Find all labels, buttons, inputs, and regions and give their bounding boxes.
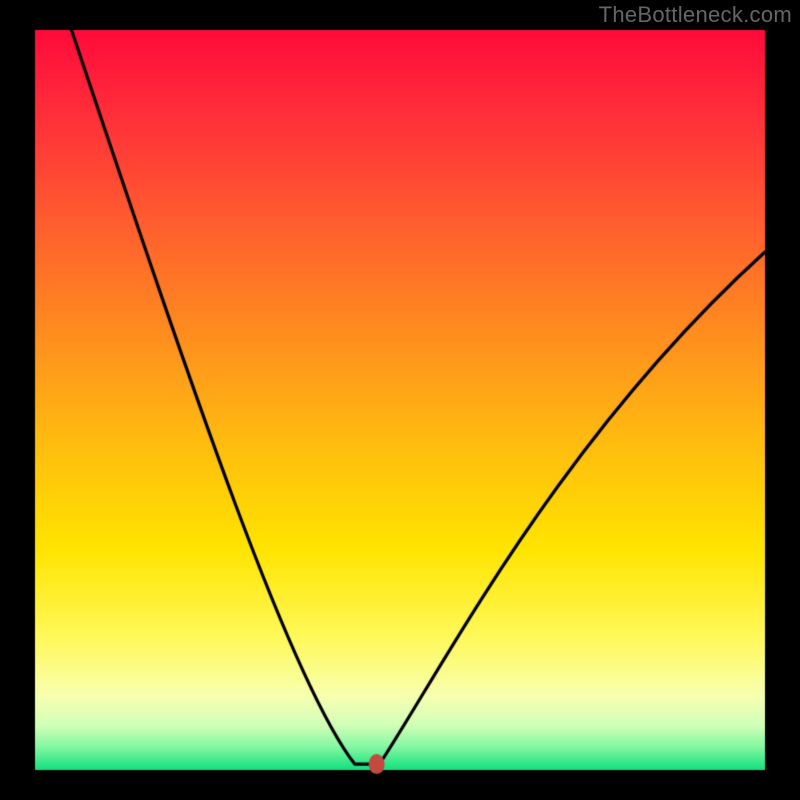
watermark-label: TheBottleneck.com bbox=[599, 2, 792, 28]
bottleneck-chart-canvas bbox=[0, 0, 800, 800]
